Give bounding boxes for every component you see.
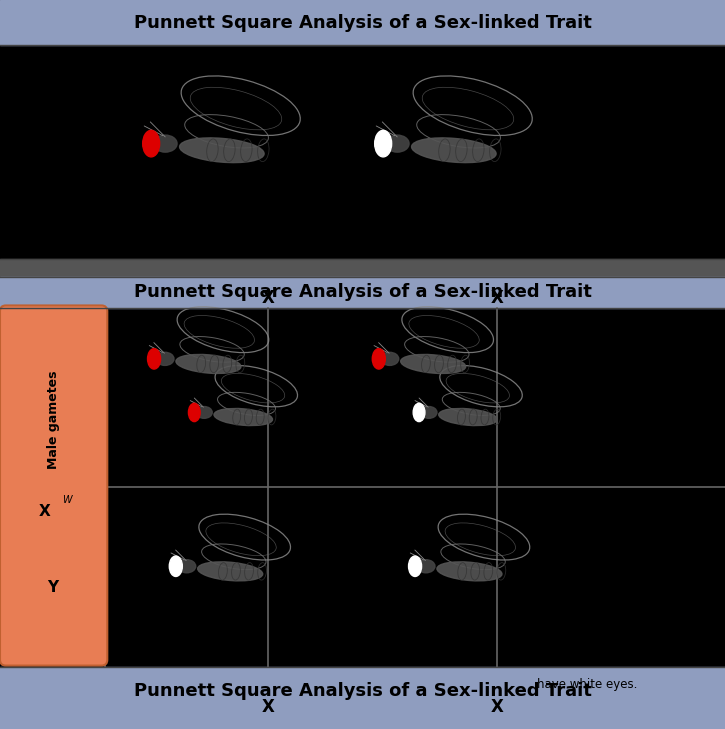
Ellipse shape	[375, 130, 392, 157]
Ellipse shape	[176, 354, 241, 373]
Ellipse shape	[169, 556, 183, 577]
Ellipse shape	[156, 352, 174, 365]
Text: Punnett Square Analysis of a Sex-linked Trait: Punnett Square Analysis of a Sex-linked …	[133, 284, 592, 301]
Bar	[0, 277, 725, 308]
Bar	[0, 308, 725, 667]
FancyBboxPatch shape	[0, 305, 107, 666]
Ellipse shape	[373, 348, 386, 369]
Text: Punnett Square Analysis of a Sex-linked Trait: Punnett Square Analysis of a Sex-linked …	[133, 682, 592, 700]
Text: X: X	[38, 504, 50, 518]
Ellipse shape	[413, 403, 425, 421]
Ellipse shape	[412, 138, 496, 163]
Ellipse shape	[214, 408, 273, 426]
Ellipse shape	[196, 407, 212, 418]
Bar	[0, 667, 725, 729]
Text: have white eyes.: have white eyes.	[537, 679, 637, 691]
Text: Male gametes: Male gametes	[47, 370, 60, 469]
Ellipse shape	[188, 403, 200, 421]
Ellipse shape	[147, 348, 160, 369]
Ellipse shape	[143, 130, 160, 157]
Ellipse shape	[439, 408, 497, 426]
Ellipse shape	[420, 407, 437, 418]
Ellipse shape	[401, 354, 465, 373]
Ellipse shape	[178, 560, 196, 573]
Text: X: X	[490, 698, 503, 716]
Text: X: X	[262, 698, 275, 716]
Text: Punnett Square Analysis of a Sex-linked Trait: Punnett Square Analysis of a Sex-linked …	[133, 14, 592, 31]
Text: W: W	[62, 495, 72, 505]
Ellipse shape	[198, 562, 262, 581]
Text: Y: Y	[46, 580, 58, 595]
Text: X: X	[490, 289, 503, 307]
Bar	[0, 0, 725, 45]
Ellipse shape	[180, 138, 264, 163]
Ellipse shape	[386, 135, 409, 152]
Bar	[0, 45, 725, 259]
Text: X: X	[262, 289, 275, 307]
Ellipse shape	[154, 135, 177, 152]
Ellipse shape	[381, 352, 399, 365]
Ellipse shape	[409, 556, 421, 577]
Ellipse shape	[417, 560, 435, 573]
Bar	[0, 259, 725, 277]
Ellipse shape	[437, 562, 502, 581]
